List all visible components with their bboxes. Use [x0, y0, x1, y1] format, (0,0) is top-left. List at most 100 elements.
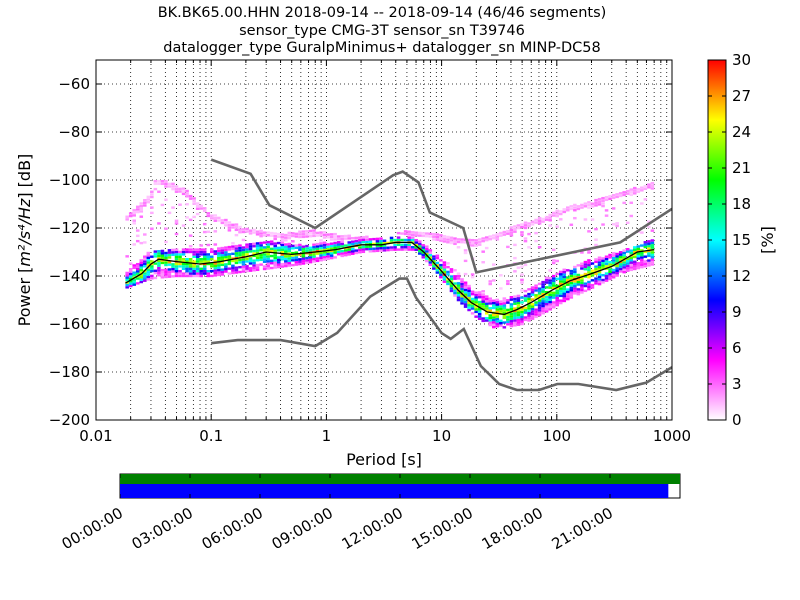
density-cell	[587, 271, 591, 274]
density-outlier-cell	[460, 238, 464, 241]
density-cell	[467, 304, 471, 307]
density-cell	[164, 256, 168, 259]
density-cell	[576, 283, 581, 286]
density-cell	[340, 240, 344, 243]
density-cell	[139, 280, 144, 284]
density-cell	[583, 260, 588, 264]
density-outlier-cell	[523, 263, 528, 267]
density-cell	[513, 302, 517, 305]
colorbar-tick-label: 0	[732, 411, 742, 429]
density-cell	[597, 266, 602, 269]
density-outlier-cell	[555, 214, 559, 218]
density-cell	[368, 247, 373, 251]
density-cell	[601, 266, 605, 270]
density-cell	[421, 246, 426, 249]
density-outlier-cell	[319, 231, 323, 234]
density-outlier-cell	[594, 198, 598, 202]
density-cell	[262, 267, 267, 271]
density-outlier-cell	[470, 244, 475, 247]
density-cell	[569, 269, 574, 273]
density-cell	[495, 298, 500, 302]
density-cell	[308, 248, 313, 252]
density-cell	[181, 260, 186, 263]
density-outlier-cell	[548, 213, 552, 217]
density-cell	[499, 307, 503, 311]
density-outlier-cell	[520, 223, 524, 226]
density-outlier-cell	[463, 251, 468, 255]
density-cell	[516, 311, 521, 314]
density-cell	[262, 265, 267, 268]
density-outlier-cell	[492, 279, 496, 282]
density-cell	[276, 241, 281, 245]
density-outlier-cell	[527, 224, 531, 228]
density-outlier-cell	[227, 223, 232, 227]
density-cell	[566, 288, 570, 291]
density-cell	[446, 270, 450, 274]
density-cell	[340, 249, 344, 253]
density-cell	[336, 243, 341, 246]
density-outlier-cell	[643, 187, 648, 191]
density-outlier-cell	[234, 226, 239, 229]
density-outlier-cell	[195, 207, 200, 210]
density-cell	[417, 249, 422, 253]
density-cell	[432, 260, 436, 263]
density-cell	[252, 259, 256, 262]
density-cell	[188, 248, 193, 251]
density-cell	[449, 277, 454, 281]
density-cell	[495, 315, 500, 318]
density-outlier-cell	[527, 232, 531, 236]
colorbar-tick-label: 18	[732, 195, 751, 213]
density-outlier-cell	[128, 214, 133, 218]
density-outlier-cell	[449, 241, 454, 245]
density-cell	[446, 265, 450, 269]
density-cell	[157, 252, 161, 255]
density-outlier-cell	[164, 180, 168, 183]
colorbar-tick-label: 12	[732, 267, 751, 285]
density-outlier-cell	[506, 280, 510, 283]
density-cell	[555, 277, 559, 280]
density-cell	[569, 296, 574, 299]
density-cell	[245, 260, 249, 263]
density-cell	[470, 290, 475, 293]
density-outlier-cell	[153, 187, 158, 191]
density-cell	[146, 278, 151, 281]
density-outlier-cell	[551, 259, 556, 262]
density-cell	[195, 270, 200, 273]
density-cell	[463, 283, 468, 287]
y-axis-ticks: −60−80−100−120−140−160−180−200	[49, 75, 672, 429]
density-cell	[164, 273, 168, 276]
density-cell	[132, 283, 136, 286]
density-cell	[573, 289, 577, 293]
density-outlier-cell	[506, 232, 510, 235]
density-outlier-cell	[520, 231, 524, 234]
density-cell	[266, 260, 270, 263]
density-cell	[597, 256, 602, 259]
density-outlier-cell	[625, 221, 630, 224]
density-cell	[248, 250, 253, 253]
density-cell	[555, 272, 559, 276]
density-outlier-cell	[248, 232, 253, 235]
density-cell	[470, 297, 475, 301]
density-outlier-cell	[213, 214, 218, 217]
density-cell	[178, 253, 182, 256]
density-cell	[202, 270, 207, 273]
density-outlier-cell	[135, 208, 140, 211]
density-cell	[227, 262, 232, 266]
density-outlier-cell	[435, 235, 440, 239]
density-outlier-cell	[520, 278, 524, 282]
density-cell	[551, 277, 556, 280]
density-cell	[453, 289, 457, 292]
density-cell	[597, 268, 602, 271]
density-cell	[467, 301, 471, 305]
density-cell	[146, 273, 151, 276]
density-outlier-cell	[446, 241, 450, 244]
density-cell	[580, 276, 584, 280]
density-cell	[643, 243, 648, 246]
density-cell	[255, 259, 260, 262]
density-cell	[329, 254, 334, 257]
density-cell	[294, 253, 299, 257]
density-cell	[396, 248, 401, 251]
density-cell	[160, 254, 165, 257]
density-cell	[548, 303, 552, 306]
